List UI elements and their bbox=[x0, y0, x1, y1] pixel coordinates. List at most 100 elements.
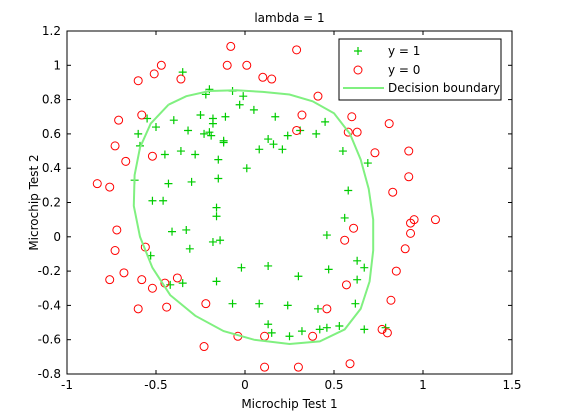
negative-point bbox=[340, 235, 350, 245]
positive-point bbox=[360, 325, 369, 334]
positive-point bbox=[322, 323, 331, 332]
negative-point bbox=[201, 299, 211, 309]
positive-point bbox=[212, 277, 221, 286]
y-tick-label: 1 bbox=[53, 58, 61, 72]
positive-point bbox=[185, 244, 194, 253]
x-tick-label: -1 bbox=[61, 378, 73, 392]
positive-point bbox=[285, 332, 294, 341]
positive-point bbox=[182, 225, 191, 234]
positive-point bbox=[164, 179, 173, 188]
positive-point bbox=[271, 112, 280, 121]
negative-point bbox=[386, 295, 396, 305]
positive-point bbox=[353, 275, 362, 284]
negative-point bbox=[172, 273, 182, 283]
positive-point bbox=[219, 138, 228, 147]
x-tick-label: -0.5 bbox=[144, 378, 167, 392]
y-tick-label: 0 bbox=[53, 230, 61, 244]
positive-point bbox=[159, 196, 168, 205]
positive-point bbox=[208, 237, 217, 246]
positive-point bbox=[221, 112, 230, 121]
positive-point bbox=[239, 92, 248, 101]
positive-point bbox=[214, 155, 223, 164]
negative-point bbox=[156, 60, 166, 70]
positive-point bbox=[264, 261, 273, 270]
negative-point bbox=[162, 302, 172, 312]
positive-point bbox=[208, 119, 217, 128]
negative-point bbox=[199, 342, 209, 352]
negative-point bbox=[137, 110, 147, 120]
negative-point bbox=[226, 41, 236, 51]
y-tick-label: -0.8 bbox=[38, 367, 61, 381]
positive-point bbox=[187, 177, 196, 186]
negative-point bbox=[176, 74, 186, 84]
plus-marker-icon bbox=[354, 47, 362, 55]
y-axis: -0.8 -0.6 -0.4 -0.2 0 0.2 0.4 0.6 0.8 1 1.2 bbox=[38, 24, 512, 381]
negative-point bbox=[133, 76, 143, 86]
negative-point bbox=[137, 275, 147, 285]
negative-point bbox=[430, 215, 440, 225]
positive-point bbox=[169, 116, 178, 125]
negative-point bbox=[114, 115, 124, 125]
positive-point bbox=[214, 174, 223, 183]
y-tick-label: 0.2 bbox=[42, 196, 61, 210]
data-layer bbox=[92, 41, 440, 372]
legend-label: y = 1 bbox=[388, 44, 420, 58]
legend: y = 1 y = 0 Decision boundary bbox=[338, 38, 502, 101]
y-tick-label: -0.4 bbox=[38, 298, 61, 312]
legend-label: y = 0 bbox=[388, 63, 420, 77]
positive-point bbox=[338, 147, 347, 156]
positive-point bbox=[353, 256, 362, 265]
y-tick-label: -0.2 bbox=[38, 264, 61, 278]
positive-point bbox=[160, 150, 169, 159]
negative-point bbox=[345, 359, 355, 369]
positive-point bbox=[294, 272, 303, 281]
negative-point bbox=[409, 215, 419, 225]
positive-point bbox=[278, 145, 287, 154]
y-tick-label: 0.4 bbox=[42, 161, 61, 175]
negative-point bbox=[313, 91, 323, 101]
x-tick-label: 1.5 bbox=[502, 378, 521, 392]
negative-point bbox=[292, 125, 302, 135]
negative-point bbox=[105, 182, 115, 192]
positive-point bbox=[322, 231, 331, 240]
x-tick-label: 0 bbox=[241, 378, 249, 392]
y-tick-label: -0.6 bbox=[38, 333, 61, 347]
positive-point bbox=[237, 263, 246, 272]
negative-point bbox=[133, 304, 143, 314]
positive-point bbox=[249, 105, 258, 114]
negative-point bbox=[400, 244, 410, 254]
negative-point bbox=[105, 275, 115, 285]
positive-point bbox=[200, 129, 209, 138]
negative-point bbox=[404, 172, 414, 182]
positive-point bbox=[297, 327, 306, 336]
negative-point bbox=[341, 280, 351, 290]
positive-point bbox=[196, 111, 205, 120]
negative-point bbox=[258, 72, 268, 82]
positive-point bbox=[269, 140, 278, 149]
negative-point bbox=[297, 110, 307, 120]
positive-point bbox=[228, 299, 237, 308]
positive-point bbox=[191, 150, 200, 159]
positive-point bbox=[267, 328, 276, 337]
positive-point bbox=[264, 135, 273, 144]
positive-point bbox=[205, 128, 214, 137]
legend-item-y1: y = 1 bbox=[354, 44, 420, 58]
y-tick-label: 0.8 bbox=[42, 93, 61, 107]
negative-point bbox=[121, 156, 131, 166]
negative-point bbox=[349, 223, 359, 233]
negative-point bbox=[112, 225, 122, 235]
positive-point bbox=[340, 213, 349, 222]
positive-point bbox=[207, 131, 216, 140]
x-axis: -1 -0.5 0 0.5 1 1.5 bbox=[61, 31, 522, 392]
positive-point bbox=[242, 164, 251, 173]
positive-point bbox=[324, 265, 333, 274]
negative-point bbox=[293, 362, 303, 372]
positive-point bbox=[255, 299, 264, 308]
chart-title: lambda = 1 bbox=[254, 11, 324, 25]
negative-point bbox=[404, 146, 414, 156]
negative-point bbox=[343, 127, 353, 137]
positive-point bbox=[168, 227, 177, 236]
positive-point bbox=[363, 159, 372, 168]
negative-point bbox=[292, 45, 302, 55]
negative-point bbox=[406, 228, 416, 238]
